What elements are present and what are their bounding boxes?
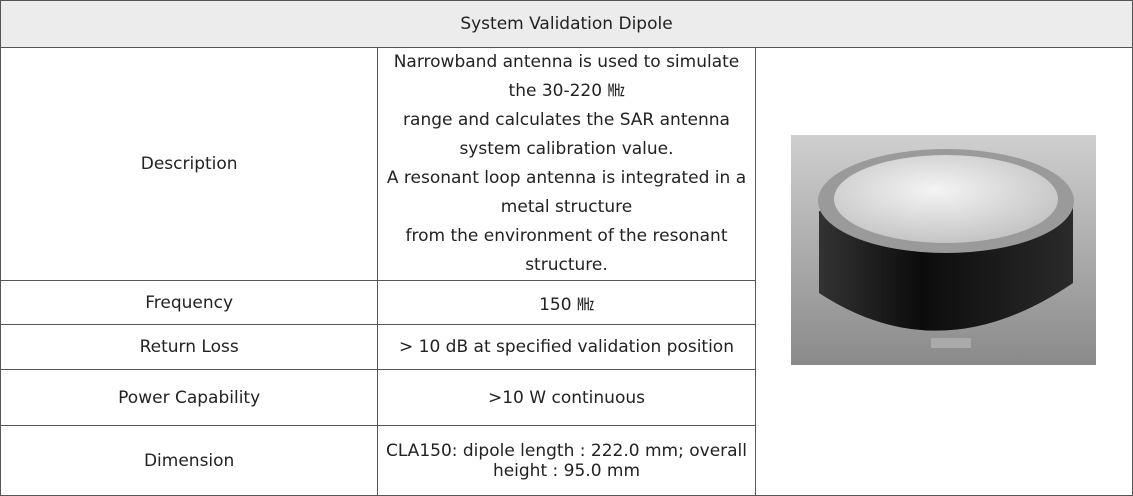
row-label: Return Loss <box>1 325 378 370</box>
row-content: CLA150: dipole length : 222.0 mm; overal… <box>378 426 755 496</box>
row-content: Narrowband antenna is used to simulate t… <box>378 48 755 281</box>
content-line: CLA150: dipole length : 222.0 mm; overal… <box>382 441 750 481</box>
row-label: Description <box>1 48 378 281</box>
row-label: Dimension <box>1 426 378 496</box>
page: System Validation Dipole Description Nar… <box>0 0 1133 419</box>
spec-table: System Validation Dipole Description Nar… <box>0 0 1133 496</box>
row-content: > 10 dB at specified validation position <box>378 325 755 370</box>
product-photo <box>791 83 1096 455</box>
content-line: Narrowband antenna is used to simulate t… <box>382 48 750 106</box>
content-line: A resonant loop antenna is integrated in… <box>382 164 750 222</box>
product-image-cell <box>755 48 1132 496</box>
content-line: range and calculates the SAR antenna sys… <box>382 106 750 164</box>
row-label: Frequency <box>1 281 378 325</box>
content-line: from the environment of the resonant str… <box>382 222 750 280</box>
row-label: Power Capability <box>1 370 378 426</box>
content-line: >10 W continuous <box>382 388 750 408</box>
row-content: 150 ㎒ <box>378 281 755 325</box>
row-content: >10 W continuous <box>378 370 755 426</box>
content-line: 150 ㎒ <box>382 290 750 315</box>
content-line: > 10 dB at specified validation position <box>382 337 750 357</box>
table-title: System Validation Dipole <box>1 1 1133 48</box>
